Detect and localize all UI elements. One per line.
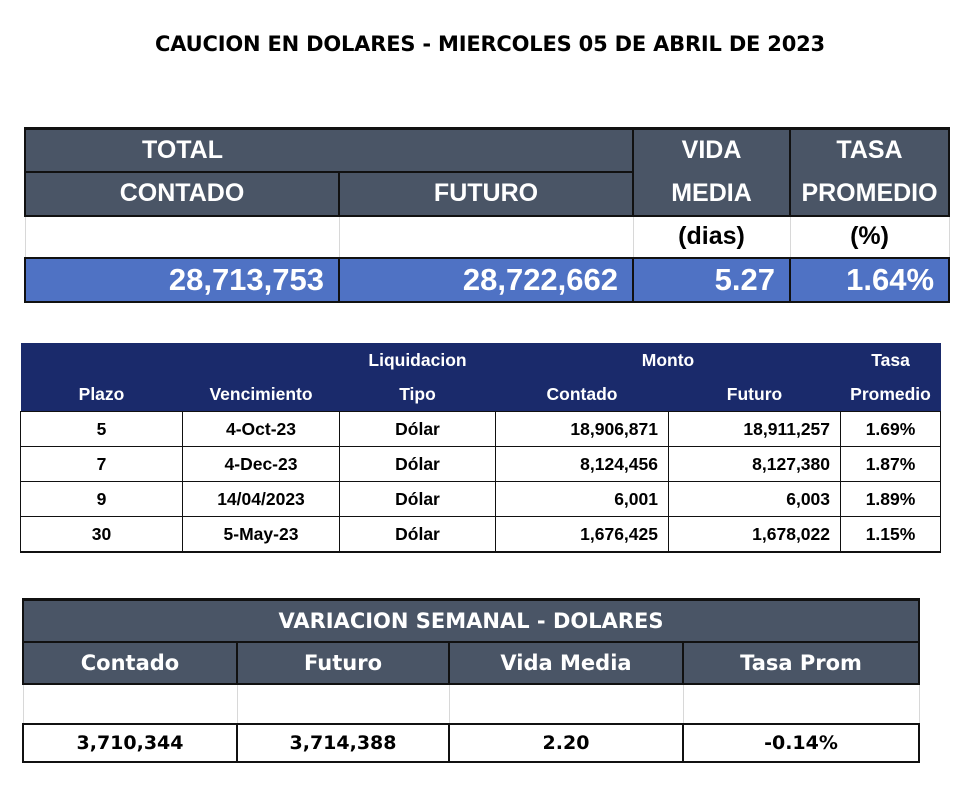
tasa-cell: 1.69% [840, 411, 942, 447]
tipo-cell: Dólar [339, 446, 496, 482]
contado-cell: 1,676,425 [495, 516, 669, 553]
tasa-header-1: TASA [789, 127, 951, 172]
weekly-title: VARIACION SEMANAL - DOLARES [21, 598, 921, 643]
tasa-header: Tasa [840, 343, 941, 377]
monto-header: Monto [495, 343, 841, 377]
weekly-futuro-header: Futuro [236, 641, 450, 685]
weekly-contado-value: 3,710,344 [22, 723, 238, 763]
futuro-cell: 6,003 [667, 481, 842, 517]
futuro-header: Futuro [668, 377, 841, 412]
contado-header: CONTADO [24, 170, 340, 217]
tipo-header: Tipo [339, 377, 496, 412]
weekly-tasa-header: Tasa Prom [681, 641, 921, 685]
vencimiento-header: Vencimiento [182, 377, 340, 412]
empty-cell [22, 684, 238, 724]
tasa-promedio-value: 1.64% [789, 256, 951, 303]
tasa-cell: 1.87% [840, 446, 942, 482]
tasa-cell: 1.15% [840, 516, 942, 553]
tipo-cell: Dólar [339, 411, 496, 447]
contado-cell: 6,001 [495, 481, 669, 517]
futuro-header: FUTURO [337, 170, 635, 217]
table-row: 9 14/04/2023 Dólar 6,001 6,003 1.89% [20, 481, 942, 517]
table-row: 30 5-May-23 Dólar 1,676,425 1,678,022 1.… [20, 516, 942, 553]
summary-table: TOTAL VIDA TASA CONTADO FUTURO MEDIA PRO… [23, 127, 951, 303]
tasa-unit: (%) [789, 215, 950, 258]
vida-header-1: VIDA [632, 127, 792, 172]
empty-cell [682, 684, 920, 724]
futuro-cell: 1,678,022 [667, 516, 842, 553]
liquidacion-header: Liquidacion [339, 343, 496, 377]
futuro-value: 28,722,662 [337, 256, 635, 303]
vencimiento-cell: 5-May-23 [182, 516, 340, 553]
vida-unit: (dias) [632, 215, 791, 258]
plazo-cell: 30 [20, 516, 183, 553]
plazo-cell: 9 [20, 481, 183, 517]
detail-table: Liquidacion Monto Tasa Plazo Vencimiento… [20, 343, 942, 553]
vencimiento-cell: 4-Dec-23 [182, 446, 340, 482]
empty-cell [236, 684, 450, 724]
futuro-cell: 18,911,257 [667, 411, 842, 447]
weekly-tasa-value: -0.14% [681, 723, 921, 763]
tipo-cell: Dólar [339, 481, 496, 517]
empty-cell [448, 684, 684, 724]
vencimiento-cell: 4-Oct-23 [182, 411, 340, 447]
vencimiento-cell: 14/04/2023 [182, 481, 340, 517]
contado-cell: 18,906,871 [495, 411, 669, 447]
weekly-vida-value: 2.20 [448, 723, 684, 763]
plazo-header: Plazo [20, 377, 183, 412]
header-blank [20, 343, 183, 377]
tipo-cell: Dólar [339, 516, 496, 553]
weekly-vida-header: Vida Media [448, 641, 684, 685]
weekly-futuro-value: 3,714,388 [236, 723, 450, 763]
tasa-cell: 1.89% [840, 481, 942, 517]
tasa-header-2: PROMEDIO [789, 171, 951, 217]
futuro-cell: 8,127,380 [667, 446, 842, 482]
contado-cell: 8,124,456 [495, 446, 669, 482]
page-title: CAUCION EN DOLARES - MIERCOLES 05 DE ABR… [155, 32, 825, 56]
contado-header: Contado [495, 377, 669, 412]
header-blank [182, 343, 340, 377]
plazo-cell: 5 [20, 411, 183, 447]
table-row: 5 4-Oct-23 Dólar 18,906,871 18,911,257 1… [20, 411, 942, 447]
weekly-variation-table: VARIACION SEMANAL - DOLARES Contado Futu… [21, 598, 921, 763]
contado-value: 28,713,753 [24, 256, 340, 303]
empty-cell [24, 215, 340, 258]
empty-cell [338, 215, 634, 258]
table-row: 7 4-Dec-23 Dólar 8,124,456 8,127,380 1.8… [20, 446, 942, 482]
plazo-cell: 7 [20, 446, 183, 482]
vida-header-2: MEDIA [632, 171, 792, 217]
total-header: TOTAL [23, 127, 635, 172]
weekly-contado-header: Contado [22, 641, 238, 685]
vida-media-value: 5.27 [632, 256, 792, 303]
promedio-header: Promedio [840, 377, 941, 412]
